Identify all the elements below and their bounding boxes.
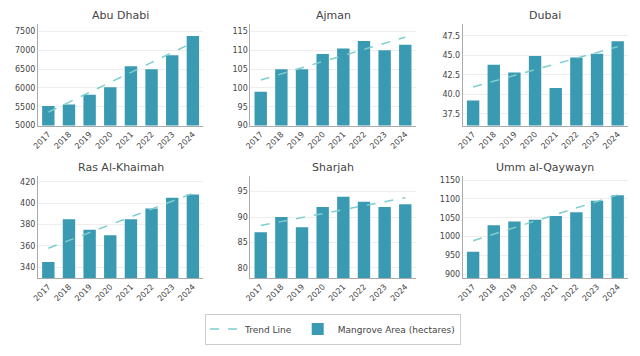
svg-text:2017: 2017 bbox=[244, 282, 265, 303]
svg-text:2017: 2017 bbox=[32, 130, 53, 151]
svg-text:80: 80 bbox=[238, 264, 248, 273]
svg-text:2019: 2019 bbox=[73, 282, 94, 303]
svg-text:2018: 2018 bbox=[265, 282, 286, 303]
svg-text:2017: 2017 bbox=[457, 130, 478, 151]
svg-text:2019: 2019 bbox=[286, 282, 307, 303]
svg-text:2024: 2024 bbox=[389, 282, 410, 303]
svg-text:400: 400 bbox=[20, 199, 35, 208]
svg-text:2024: 2024 bbox=[176, 130, 197, 151]
svg-text:950: 950 bbox=[445, 251, 460, 260]
svg-text:2020: 2020 bbox=[519, 282, 540, 303]
svg-text:Abu Dhabi: Abu Dhabi bbox=[92, 9, 149, 22]
svg-text:90: 90 bbox=[238, 121, 248, 130]
svg-text:2021: 2021 bbox=[327, 282, 348, 303]
svg-text:2024: 2024 bbox=[601, 282, 622, 303]
svg-text:2023: 2023 bbox=[581, 130, 602, 151]
svg-text:2017: 2017 bbox=[32, 282, 53, 303]
svg-text:2018: 2018 bbox=[265, 130, 286, 151]
svg-text:2022: 2022 bbox=[135, 130, 156, 151]
svg-text:1150: 1150 bbox=[440, 176, 460, 185]
svg-text:47.5: 47.5 bbox=[442, 32, 460, 41]
svg-text:340: 340 bbox=[20, 263, 35, 272]
svg-text:2023: 2023 bbox=[581, 282, 602, 303]
svg-text:2017: 2017 bbox=[244, 130, 265, 151]
svg-text:2022: 2022 bbox=[347, 130, 368, 151]
svg-text:2018: 2018 bbox=[52, 130, 73, 151]
svg-text:2019: 2019 bbox=[73, 130, 94, 151]
svg-text:85: 85 bbox=[238, 238, 248, 247]
svg-text:Sharjah: Sharjah bbox=[312, 161, 354, 174]
svg-text:45.0: 45.0 bbox=[442, 51, 460, 60]
svg-text:2022: 2022 bbox=[560, 130, 581, 151]
svg-text:1100: 1100 bbox=[440, 195, 460, 204]
svg-text:95: 95 bbox=[238, 187, 248, 196]
svg-text:7500: 7500 bbox=[15, 27, 35, 36]
svg-text:95: 95 bbox=[238, 103, 248, 112]
svg-text:2018: 2018 bbox=[52, 282, 73, 303]
svg-text:2020: 2020 bbox=[306, 130, 327, 151]
svg-text:2019: 2019 bbox=[498, 130, 519, 151]
svg-text:2021: 2021 bbox=[539, 282, 560, 303]
svg-text:2019: 2019 bbox=[286, 130, 307, 151]
svg-text:2020: 2020 bbox=[94, 130, 115, 151]
svg-text:1050: 1050 bbox=[440, 214, 460, 223]
svg-text:360: 360 bbox=[20, 242, 35, 251]
svg-text:2017: 2017 bbox=[457, 282, 478, 303]
svg-text:105: 105 bbox=[233, 65, 248, 74]
svg-text:2023: 2023 bbox=[368, 282, 389, 303]
svg-text:2018: 2018 bbox=[477, 130, 498, 151]
svg-text:Trend Line: Trend Line bbox=[244, 325, 292, 335]
svg-text:900: 900 bbox=[445, 270, 460, 279]
svg-text:2022: 2022 bbox=[347, 282, 368, 303]
svg-text:Umm al-Qaywayn: Umm al-Qaywayn bbox=[496, 161, 594, 174]
svg-text:2020: 2020 bbox=[519, 130, 540, 151]
svg-text:6500: 6500 bbox=[15, 65, 35, 74]
svg-text:2022: 2022 bbox=[135, 282, 156, 303]
svg-text:6000: 6000 bbox=[15, 84, 35, 93]
svg-text:7000: 7000 bbox=[15, 46, 35, 55]
svg-text:Dubai: Dubai bbox=[529, 9, 561, 22]
svg-text:2024: 2024 bbox=[389, 130, 410, 151]
svg-text:2023: 2023 bbox=[368, 130, 389, 151]
svg-text:100: 100 bbox=[233, 84, 248, 93]
svg-text:110: 110 bbox=[233, 46, 248, 55]
svg-text:420: 420 bbox=[20, 178, 35, 187]
svg-text:5000: 5000 bbox=[15, 121, 35, 130]
svg-text:2020: 2020 bbox=[94, 282, 115, 303]
svg-text:2021: 2021 bbox=[539, 130, 560, 151]
svg-text:40.0: 40.0 bbox=[442, 90, 460, 99]
svg-text:37.5: 37.5 bbox=[442, 110, 460, 119]
svg-text:380: 380 bbox=[20, 220, 35, 229]
svg-text:2023: 2023 bbox=[156, 130, 177, 151]
svg-text:2024: 2024 bbox=[176, 282, 197, 303]
svg-text:2021: 2021 bbox=[114, 130, 135, 151]
svg-text:2018: 2018 bbox=[477, 282, 498, 303]
svg-text:2024: 2024 bbox=[601, 130, 622, 151]
svg-text:Ras Al-Khaimah: Ras Al-Khaimah bbox=[78, 161, 164, 174]
svg-text:Mangrove Area (hectares): Mangrove Area (hectares) bbox=[338, 325, 455, 335]
svg-text:2021: 2021 bbox=[327, 130, 348, 151]
svg-text:42.5: 42.5 bbox=[442, 71, 460, 80]
svg-text:2023: 2023 bbox=[156, 282, 177, 303]
svg-text:2022: 2022 bbox=[560, 282, 581, 303]
svg-text:2020: 2020 bbox=[306, 282, 327, 303]
svg-text:Ajman: Ajman bbox=[316, 9, 351, 22]
svg-text:115: 115 bbox=[233, 27, 248, 36]
svg-text:5500: 5500 bbox=[15, 103, 35, 112]
svg-text:90: 90 bbox=[238, 213, 248, 222]
svg-text:2021: 2021 bbox=[114, 282, 135, 303]
svg-text:2019: 2019 bbox=[498, 282, 519, 303]
svg-text:1000: 1000 bbox=[440, 232, 460, 241]
